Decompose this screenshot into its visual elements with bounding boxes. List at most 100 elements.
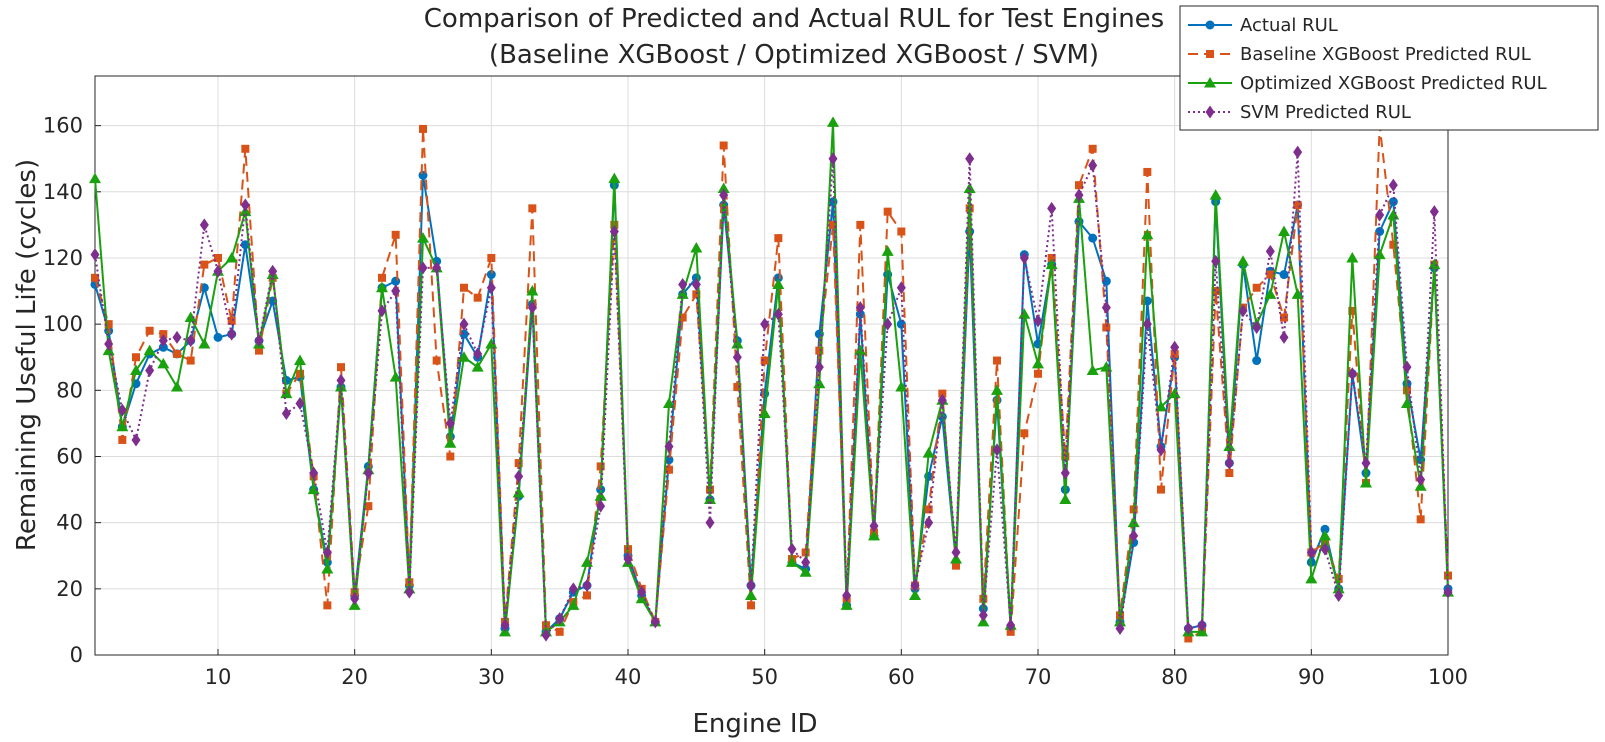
data-point-svm [1129,529,1139,543]
data-point-optimized-xgboost [567,599,580,610]
data-point-svm [678,277,688,291]
data-point-optimized-xgboost [663,397,675,409]
data-point-svm [1115,622,1125,636]
data-point-svm [1347,367,1357,381]
x-tick-label: 60 [888,665,915,689]
data-point-svm [951,545,961,559]
data-point-actual-rul [459,329,469,339]
data-point-optimized-xgboost [717,182,730,193]
data-point-optimized-xgboost [963,182,976,193]
data-point-baseline-xgboost [186,356,195,365]
chart-title: Comparison of Predicted and Actual RUL f… [424,4,1164,70]
data-point-svm [1211,254,1221,268]
data-point-svm [705,516,715,530]
data-point-optimized-xgboost [813,377,826,389]
data-point-svm [1334,588,1344,602]
data-point-optimized-xgboost [581,556,593,567]
data-point-svm [1033,314,1043,328]
data-point-baseline-xgboost [1280,313,1288,322]
data-point-optimized-xgboost [526,285,539,296]
data-point-svm [896,281,906,295]
data-point-baseline-xgboost [159,330,168,339]
data-point-baseline-xgboost [938,389,947,398]
data-point-optimized-xgboost [594,490,607,501]
data-point-optimized-xgboost [458,351,470,362]
x-tick-label: 40 [615,665,642,689]
data-point-baseline-xgboost [104,320,113,329]
data-point-optimized-xgboost [1059,493,1072,504]
data-point-svm [1224,456,1234,470]
data-point-optimized-xgboost [417,232,429,243]
data-point-svm [609,225,619,239]
data-point-baseline-xgboost [118,435,127,444]
data-point-baseline-xgboost [514,459,523,468]
legend-label: SVM Predicted RUL [1240,102,1411,123]
data-point-svm [855,301,865,315]
data-point-optimized-xgboost [184,311,197,323]
data-point-baseline-xgboost [1252,283,1261,292]
data-point-optimized-xgboost [1237,255,1249,266]
data-point-svm [281,406,291,420]
data-point-actual-rul [1388,197,1398,207]
data-point-svm [1183,622,1193,636]
data-point-svm [199,218,209,232]
data-point-optimized-xgboost [731,337,744,349]
data-point-actual-rul [1252,356,1262,366]
y-tick-label: 140 [43,180,83,204]
data-point-svm [773,307,783,321]
data-point-optimized-xgboost [1045,258,1058,270]
data-point-baseline-xgboost [1389,240,1398,249]
data-point-svm [350,592,360,606]
legend-label: Baseline XGBoost Predicted RUL [1240,44,1531,65]
data-point-svm [1060,466,1070,480]
x-tick-label: 20 [341,665,368,689]
data-point-baseline-xgboost [733,383,742,392]
data-point-svm [1197,618,1207,632]
data-point-svm [869,519,879,533]
data-point-optimized-xgboost [1086,364,1099,375]
series-line-optimized-xgboost [94,121,1449,633]
data-point-optimized-xgboost [786,556,798,567]
data-point-svm [828,152,838,166]
data-point-svm [719,188,729,202]
data-point-optimized-xgboost [704,493,716,504]
data-point-svm [158,334,168,348]
data-point-baseline-xgboost [596,462,605,471]
data-point-baseline-xgboost [1143,167,1152,176]
data-point-baseline-xgboost [487,253,496,262]
data-point-svm [391,284,401,298]
data-point-svm [650,615,660,629]
data-point-svm [1101,301,1111,315]
data-point-optimized-xgboost [909,589,921,600]
data-point-actual-rul [213,332,223,342]
data-point-optimized-xgboost [225,251,238,263]
data-point-svm [1443,585,1453,599]
legend-label: Optimized XGBoost Predicted RUL [1240,73,1547,94]
data-point-svm [1306,545,1316,559]
data-point-svm [240,198,250,212]
data-point-optimized-xgboost [1428,258,1441,270]
data-point-svm [582,579,592,593]
data-point-optimized-xgboost [690,242,703,253]
data-point-baseline-xgboost [692,290,701,299]
data-point-svm [1293,145,1303,159]
y-tick-label: 100 [43,312,83,336]
data-point-actual-rul [486,270,496,280]
data-point-svm [883,317,893,331]
data-point-svm [295,397,305,411]
data-point-svm [664,440,674,454]
data-point-svm [924,516,934,530]
data-point-optimized-xgboost [89,172,101,184]
data-point-svm [992,443,1002,457]
data-point-svm [541,628,551,642]
data-point-svm [213,264,223,278]
data-point-svm [1238,304,1248,318]
data-point-baseline-xgboost [241,144,250,153]
data-point-baseline-xgboost [460,283,468,292]
x-tick-label: 80 [1161,665,1188,689]
data-point-svm [787,542,797,556]
data-point-optimized-xgboost [1168,387,1181,399]
x-tick-label: 90 [1298,665,1325,689]
data-point-svm [104,337,114,351]
